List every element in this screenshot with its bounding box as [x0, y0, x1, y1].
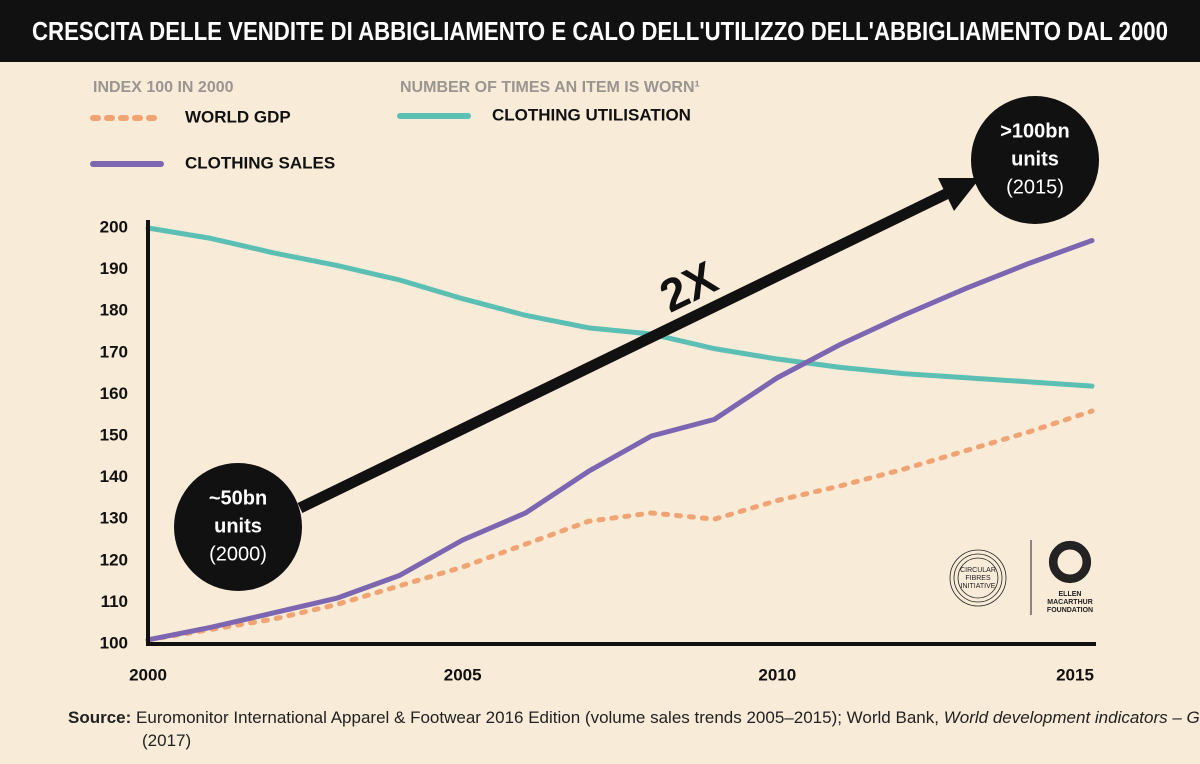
source: Source: Euromonitor International Appare… — [68, 706, 1200, 752]
logo-ring — [953, 553, 1003, 603]
annotation-bubble — [174, 463, 302, 591]
y-tick-label: 100 — [100, 633, 128, 652]
annotation-text: units — [1011, 148, 1059, 170]
logo-text: FOUNDATION — [1047, 607, 1093, 614]
logo-text: MACARTHUR — [1047, 599, 1093, 606]
annotation-text: (2000) — [209, 543, 267, 565]
y-tick-label: 160 — [100, 384, 128, 403]
logo-text: FIBRES — [965, 575, 991, 582]
y-tick-label: 200 — [100, 217, 128, 236]
x-tick-label: 2005 — [444, 665, 482, 684]
legend-label: CLOTHING UTILISATION — [492, 105, 691, 124]
y-tick-label: 150 — [100, 425, 128, 444]
annotation-text: units — [214, 515, 262, 537]
growth-arrow — [297, 189, 949, 513]
annotation-text: >100bn — [1000, 120, 1069, 142]
legend-label: WORLD GDP — [185, 107, 291, 126]
y-tick-label: 190 — [100, 259, 128, 278]
annotation-text: ~50bn — [209, 487, 267, 509]
logo-text: INITIATIVE — [961, 583, 996, 590]
logo-text: CIRCULAR — [960, 567, 996, 574]
y-tick-label: 130 — [100, 509, 128, 528]
annotation-text: (2015) — [1006, 176, 1064, 198]
y-tick-label: 110 — [101, 592, 128, 611]
logo-text: ELLEN — [1059, 591, 1082, 598]
title-bar — [0, 0, 1200, 62]
y-tick-label: 180 — [100, 301, 128, 320]
legend-label: CLOTHING SALES — [185, 153, 335, 172]
series-line — [145, 225, 1095, 389]
legend-group-title: INDEX 100 IN 2000 — [93, 79, 234, 96]
x-tick-label: 2000 — [129, 665, 167, 684]
chart: CRESCITA DELLE VENDITE DI ABBIGLIAMENTO … — [0, 0, 1200, 684]
logo-ring — [949, 549, 1007, 607]
source-label: Source: — [68, 708, 132, 727]
y-tick-label: 120 — [100, 550, 128, 569]
x-tick-label: 2010 — [758, 665, 796, 684]
source-italic: World development indicators – GD — [943, 708, 1200, 727]
logo-ring — [1054, 546, 1086, 578]
source-text: Euromonitor International Apparel & Foot… — [136, 708, 939, 727]
arrow-head — [938, 178, 980, 211]
source-end: (2017) — [142, 731, 192, 750]
logo-ring — [1051, 543, 1089, 581]
x-tick-label: 2015 — [1056, 665, 1094, 684]
y-tick-label: 170 — [100, 342, 128, 361]
chart-title: CRESCITA DELLE VENDITE DI ABBIGLIAMENTO … — [32, 16, 1168, 46]
logo-ring — [957, 557, 999, 599]
y-tick-label: 140 — [100, 467, 128, 486]
series-line — [145, 237, 1095, 643]
legend-group-title: NUMBER OF TIMES AN ITEM IS WORN¹ — [400, 79, 700, 96]
logo-ring — [1048, 540, 1092, 584]
series-line — [145, 408, 1095, 643]
annotation-bubble — [971, 96, 1099, 224]
